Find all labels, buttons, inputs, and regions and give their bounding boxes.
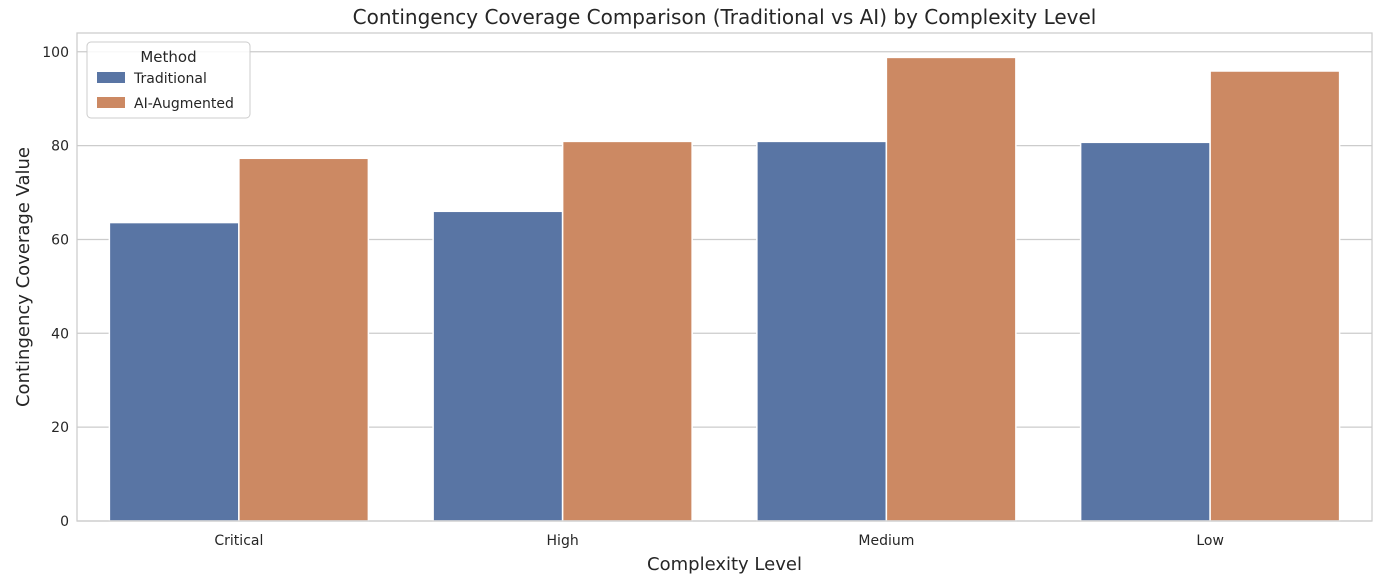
bar-ai-augmented-critical [238,157,370,522]
legend-label: Traditional [133,71,207,87]
legend-box [86,41,251,119]
bar-traditional-high [432,210,564,522]
y-axis-ticks: 0 20 40 60 80 100 [42,45,69,530]
y-tick-label: 80 [51,139,69,155]
legend-title: Method [140,48,196,66]
bars [108,56,1341,522]
legend-label: AI-Augmented [134,96,234,112]
y-tick-label: 20 [51,420,69,436]
legend-swatch [97,72,125,83]
y-tick-label: 100 [42,45,69,61]
x-axis-ticks: Critical High Medium Low [214,533,1224,549]
y-tick-label: 40 [51,326,69,342]
x-tick-label: Medium [858,533,914,549]
legend: Method Traditional AI-Augmented [86,41,251,119]
x-tick-label: Low [1196,533,1224,549]
bar-ai-augmented-medium [885,56,1017,522]
bar-ai-augmented-high [561,140,693,522]
y-tick-label: 0 [60,514,69,530]
bar-traditional-critical [108,221,240,522]
x-axis-label: Complexity Level [647,554,802,575]
legend-swatch [97,97,125,108]
chart-title: Contingency Coverage Comparison (Traditi… [353,5,1097,29]
y-axis-label: Contingency Coverage Value [13,147,34,407]
x-tick-label: High [547,533,579,549]
bar-ai-augmented-low [1209,70,1341,522]
plot-frame [76,32,1373,522]
bar-traditional-medium [756,140,888,522]
bar-traditional-low [1079,141,1211,522]
x-tick-label: Critical [214,533,263,549]
y-tick-label: 60 [51,232,69,248]
